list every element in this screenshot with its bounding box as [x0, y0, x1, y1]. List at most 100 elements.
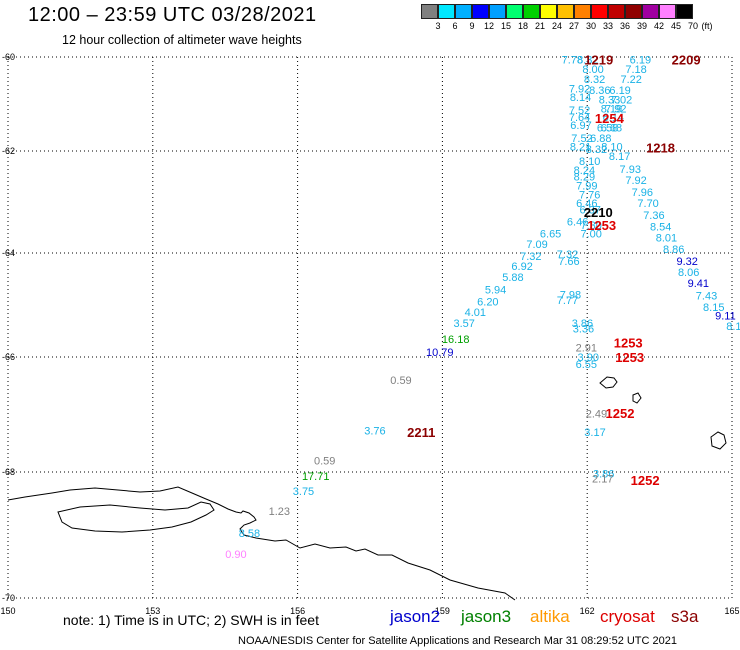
wave-height-value: 17.71 [302, 471, 330, 483]
legend-label: 6 [452, 21, 458, 31]
wave-height-value: 7.52 [569, 105, 590, 117]
legend-swatch [506, 4, 523, 19]
coastline-inlet [57, 501, 215, 533]
wave-height-value: 7.93 [620, 164, 641, 176]
wave-height-value: 3.17 [584, 427, 605, 439]
footer-note: note: 1) Time is in UTC; 2) SWH is in fe… [63, 612, 319, 628]
pass-time-label: 1219 [584, 52, 613, 67]
satellite-s3a: s3a [671, 607, 699, 626]
wave-height-value: 7.66 [558, 256, 579, 268]
legend-label: 33 [602, 21, 614, 31]
wave-height-value: 8.54 [650, 221, 671, 233]
legend-label: 36 [619, 21, 631, 31]
wave-height-value: 16.18 [442, 334, 470, 346]
pass-time-label: 1252 [606, 406, 635, 421]
pass-time-label: 1218 [646, 141, 675, 156]
wave-height-value: 9.41 [688, 278, 709, 290]
wave-height-value: 7.78 [562, 54, 583, 66]
legend-label: 70 [687, 21, 699, 31]
wave-height-value: 7.92 [569, 83, 590, 95]
y-tick-label: -66 [2, 352, 15, 362]
legend-label: 9 [469, 21, 475, 31]
wave-height-value: 6.92 [511, 261, 532, 273]
legend-label: 39 [636, 21, 648, 31]
pass-time-label: 2210 [584, 205, 613, 220]
wave-height-value: 4.01 [465, 307, 486, 319]
legend-label: 30 [585, 21, 597, 31]
wave-height-value: 7.43 [696, 291, 717, 303]
wave-height-value: 7.00 [580, 229, 601, 241]
wave-height-value: 3.75 [293, 486, 314, 498]
wave-height-value: 6.68 [601, 123, 622, 135]
y-tick-label: -64 [2, 248, 15, 258]
wave-height-value: 7.18 [625, 64, 646, 76]
legend-swatch [472, 4, 489, 19]
pass-time-label: 1254 [595, 111, 625, 126]
wave-height-value: 8.24 [574, 165, 595, 177]
wave-height-value: 8.32 [586, 144, 607, 156]
wave-height-value: 8.01 [656, 233, 677, 245]
island-2 [632, 392, 642, 404]
wave-height-value: 7.30 [580, 220, 601, 232]
wave-height-value: 7.92 [625, 175, 646, 187]
wave-height-value: 6.19 [630, 54, 651, 66]
x-tick-label: 150 [0, 606, 15, 616]
y-tick-label: -70 [2, 593, 15, 603]
wave-height-value: 7.32 [557, 249, 578, 261]
x-tick-label: 162 [580, 606, 595, 616]
pass-time-label: 1252 [631, 473, 660, 488]
legend-swatch [557, 4, 574, 19]
pass-time-label: 1253 [614, 335, 643, 350]
pass-time-labels: 1219 220912541218221012531253125312521252… [407, 52, 700, 488]
legend-label: 27 [568, 21, 580, 31]
wave-height-value: 1.23 [269, 506, 290, 518]
wave-height-value: 8.32 [577, 54, 598, 66]
y-tick-label: -60 [2, 52, 15, 62]
wave-height-value: 8.32 [584, 74, 605, 86]
wave-height-value: 9.32 [676, 256, 697, 268]
x-tick-label: 159 [435, 606, 450, 616]
wave-height-values: 7.788.328.006.197.187.228.327.928.148.36… [225, 54, 740, 561]
wave-height-value: 7.52 [571, 133, 592, 145]
wave-height-value: 7.09 [526, 239, 547, 251]
satellite-jason3: jason3 [461, 607, 512, 626]
wave-height-value: 7.92 [605, 104, 626, 116]
wave-height-value: 6.46 [567, 216, 588, 228]
wave-height-value: 8.15 [703, 302, 724, 314]
wave-height-value: 8.00 [582, 64, 603, 76]
wave-height-value: 0.90 [225, 549, 246, 561]
wave-height-value: 8.19 [601, 104, 622, 116]
legend-label: 12 [483, 21, 495, 31]
wave-height-value: 7.22 [621, 74, 642, 86]
wave-height-value: 7.70 [637, 198, 658, 210]
wave-height-value: 6.97 [570, 120, 591, 132]
legend-label: 21 [534, 21, 546, 31]
wave-height-value: 2.49 [586, 408, 607, 420]
wave-height-value: 3.36 [573, 323, 594, 335]
axis-tick-labels: 150 153 156 159 162 165 -60 -62 -64 -66 -68 -70 [0, 52, 739, 616]
wave-height-value: 8.10 [601, 141, 622, 153]
wave-height-value: 6.14 [603, 112, 624, 124]
legend-swatch [455, 4, 472, 19]
footer-credit: NOAA/NESDIS Center for Satellite Applica… [238, 635, 678, 647]
legend-swatch [659, 4, 676, 19]
wave-height-value: 8.17 [609, 151, 630, 163]
wave-height-value: 7.02 [611, 94, 632, 106]
wave-height-value: 8.29 [574, 172, 595, 184]
legend-label: 18 [517, 21, 529, 31]
wave-height-value: 8.06 [678, 267, 699, 279]
legend-swatch [421, 4, 438, 19]
wave-height-value: 3.86 [572, 318, 593, 330]
coastline [7, 376, 727, 601]
x-tick-label: 165 [724, 606, 739, 616]
legend-label: 42 [653, 21, 665, 31]
wave-height-value: 8.86 [663, 244, 684, 256]
wave-height-value: 6.37 [579, 205, 600, 217]
lat-lon-grid [7, 56, 733, 599]
y-tick-label: -62 [2, 146, 15, 156]
wave-height-value: 7.64 [569, 112, 590, 124]
wave-height-value: 6.55 [576, 359, 597, 371]
wave-height-value: 7.36 [643, 210, 664, 222]
wave-height-value: 8.14 [570, 92, 591, 104]
